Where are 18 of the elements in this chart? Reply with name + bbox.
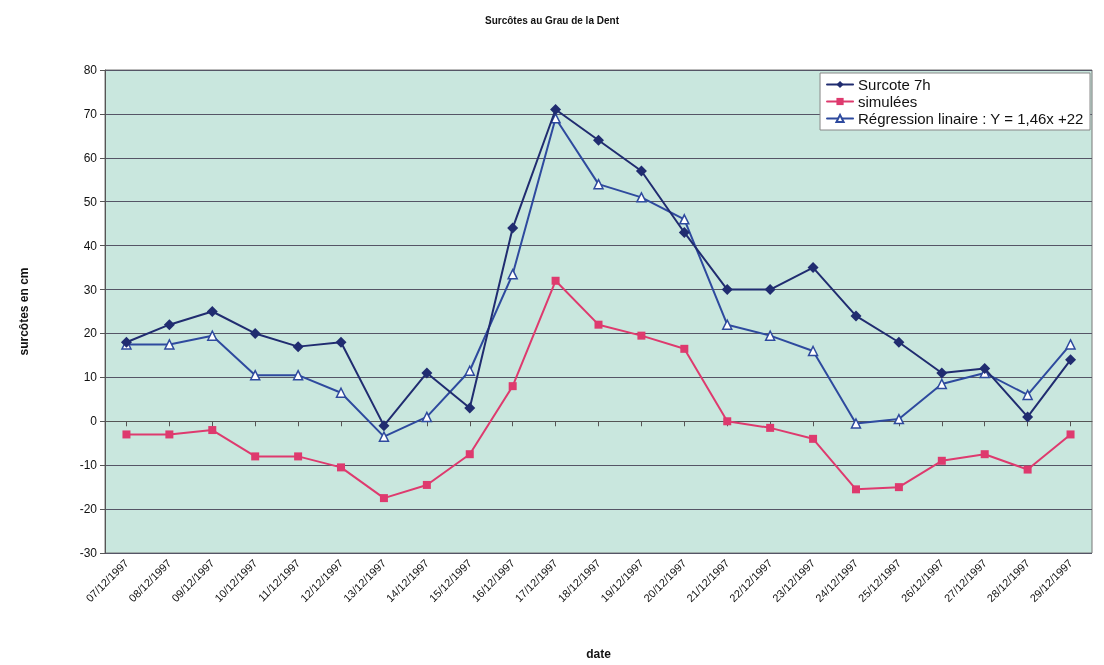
x-axis-title: date [586, 647, 612, 661]
y-tick-label: 40 [83, 238, 98, 253]
y-tick-label: 80 [83, 63, 98, 77]
y-tick-label: 20 [83, 326, 98, 341]
y-tick-label: -20 [79, 502, 98, 517]
y-tick-label: 0 [90, 414, 98, 429]
y-tick-label: 30 [83, 282, 98, 297]
legend-label: Surcote 7h [858, 76, 931, 93]
y-tick-label: -30 [79, 546, 98, 560]
y-tick-label: 60 [83, 150, 98, 165]
chart-title: Surcôtes au Grau de la Dent [485, 14, 620, 26]
y-axis-title: surcôtes en cm [17, 267, 31, 356]
y-tick-label: 70 [83, 106, 98, 121]
legend-label: simulées [858, 93, 918, 110]
legend-label: Régression linaire : Y = 1,46x +22 [858, 110, 1084, 127]
y-tick-label: 50 [83, 194, 98, 209]
y-tick-label: -10 [79, 458, 98, 473]
y-tick-label: 10 [83, 370, 98, 385]
